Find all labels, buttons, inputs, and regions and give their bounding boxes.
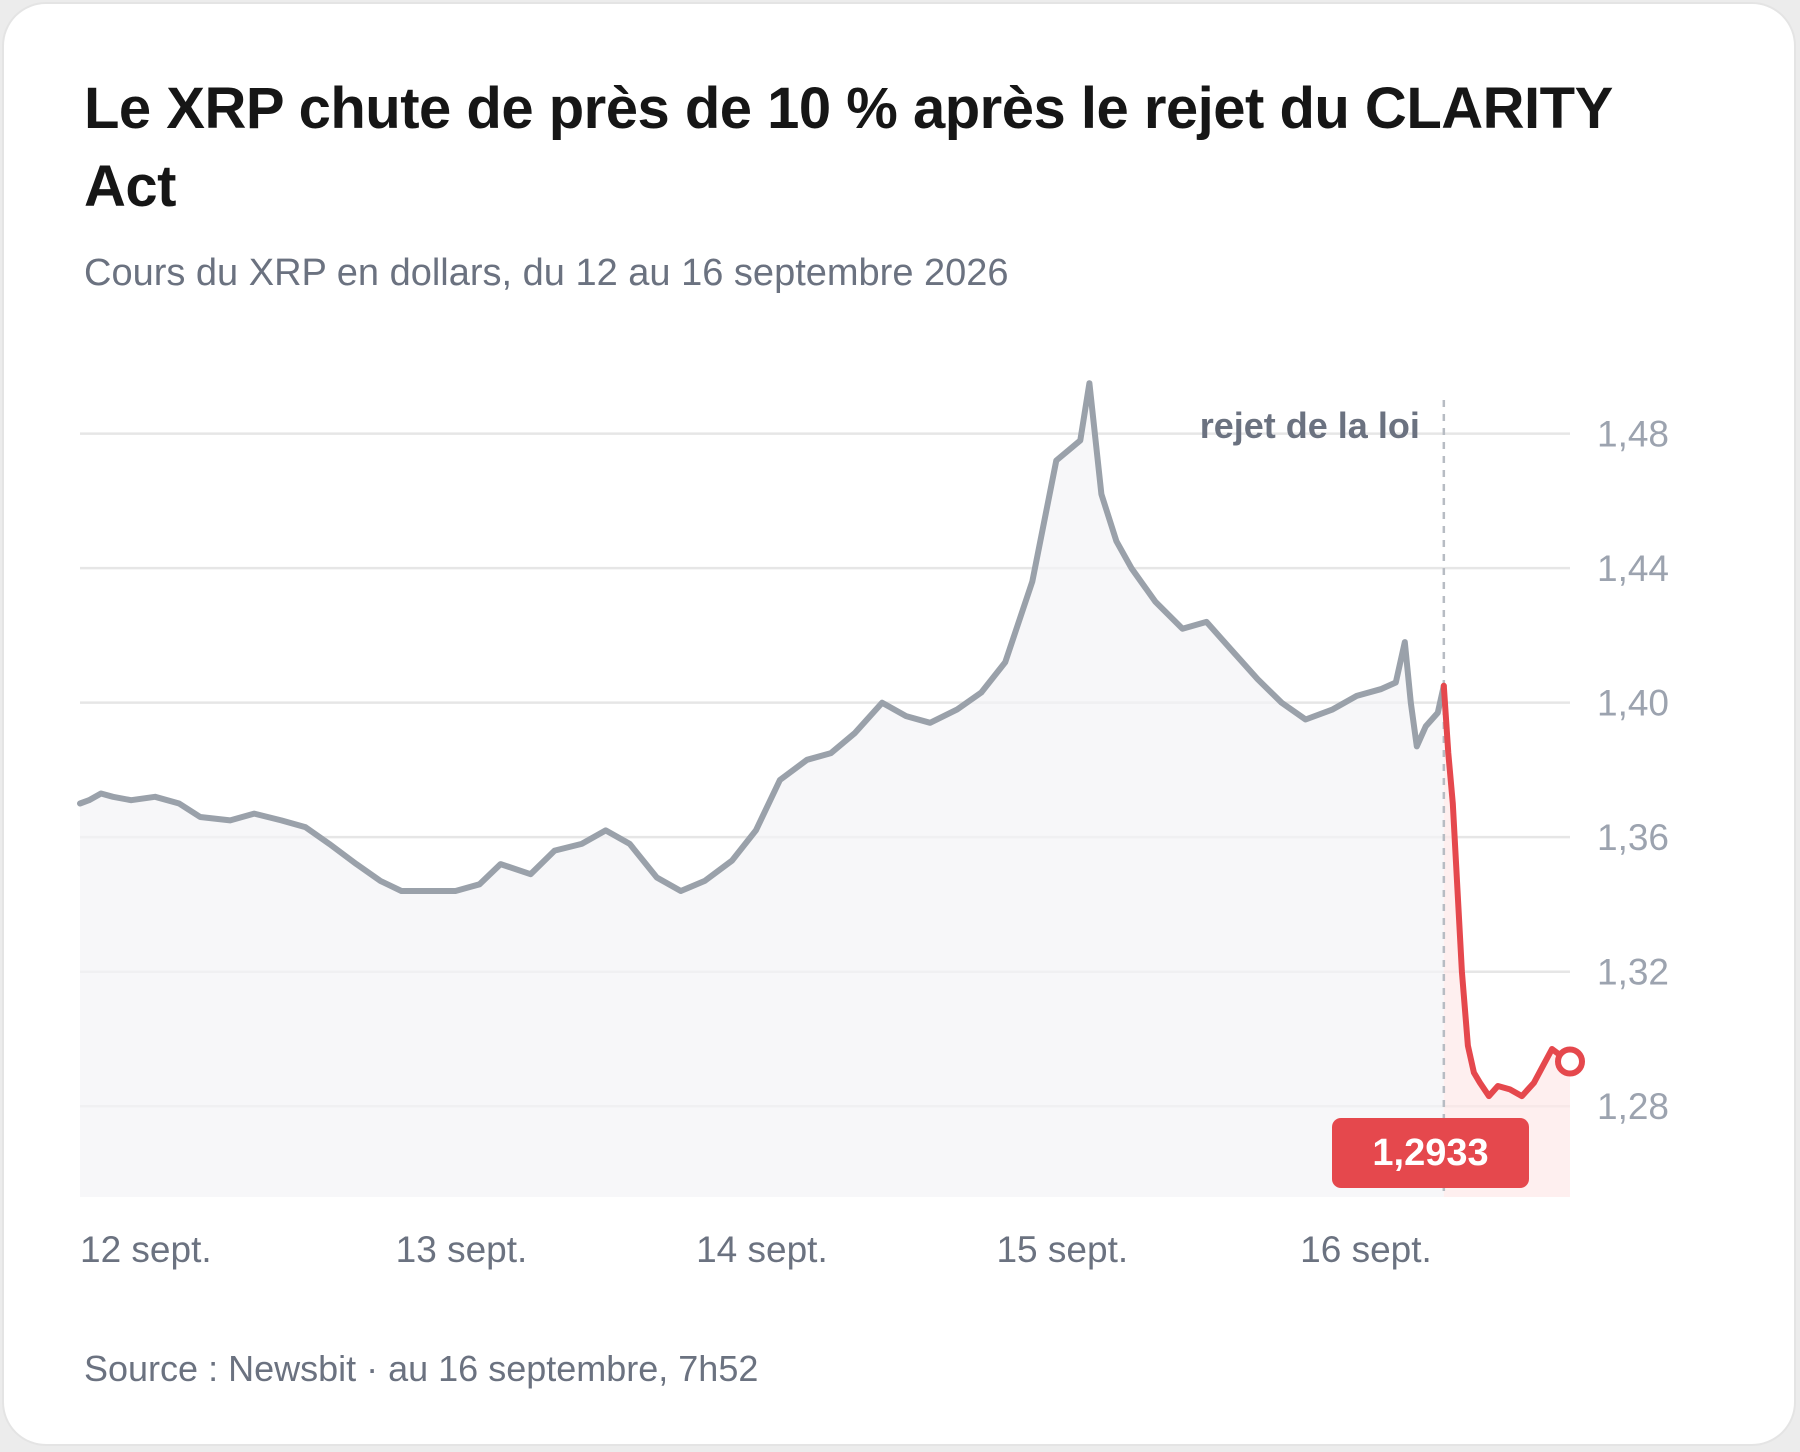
x-tick-label: 14 sept. [696,1229,828,1270]
x-tick-label: 12 sept. [80,1229,212,1270]
y-tick-label: 1,40 [1597,683,1669,724]
x-tick-label: 15 sept. [996,1229,1128,1270]
chart-subtitle: Cours du XRP en dollars, du 12 au 16 sep… [84,252,1009,294]
y-tick-label: 1,48 [1597,414,1669,455]
event-marker-label: rejet de la loi [1200,405,1420,446]
x-tick-label: 13 sept. [396,1229,528,1270]
chart-source: Source : Newsbit · au 16 septembre, 7h52 [84,1348,759,1389]
y-tick-label: 1,44 [1597,548,1669,589]
last-value-label: 1,2933 [1372,1132,1488,1174]
y-tick-label: 1,36 [1597,817,1669,858]
area-fill-before [80,383,1444,1197]
last-value-badge [1332,1118,1529,1188]
y-tick-label: 1,28 [1597,1086,1669,1127]
x-tick-label: 16 sept. [1300,1229,1432,1270]
y-tick-label: 1,32 [1597,952,1669,993]
series-line-before [77,380,1447,894]
last-point-marker [1555,1046,1585,1077]
series-line-after [1440,682,1573,1100]
chart-title: Le XRP chute de près de 10 % après le re… [84,76,1612,219]
